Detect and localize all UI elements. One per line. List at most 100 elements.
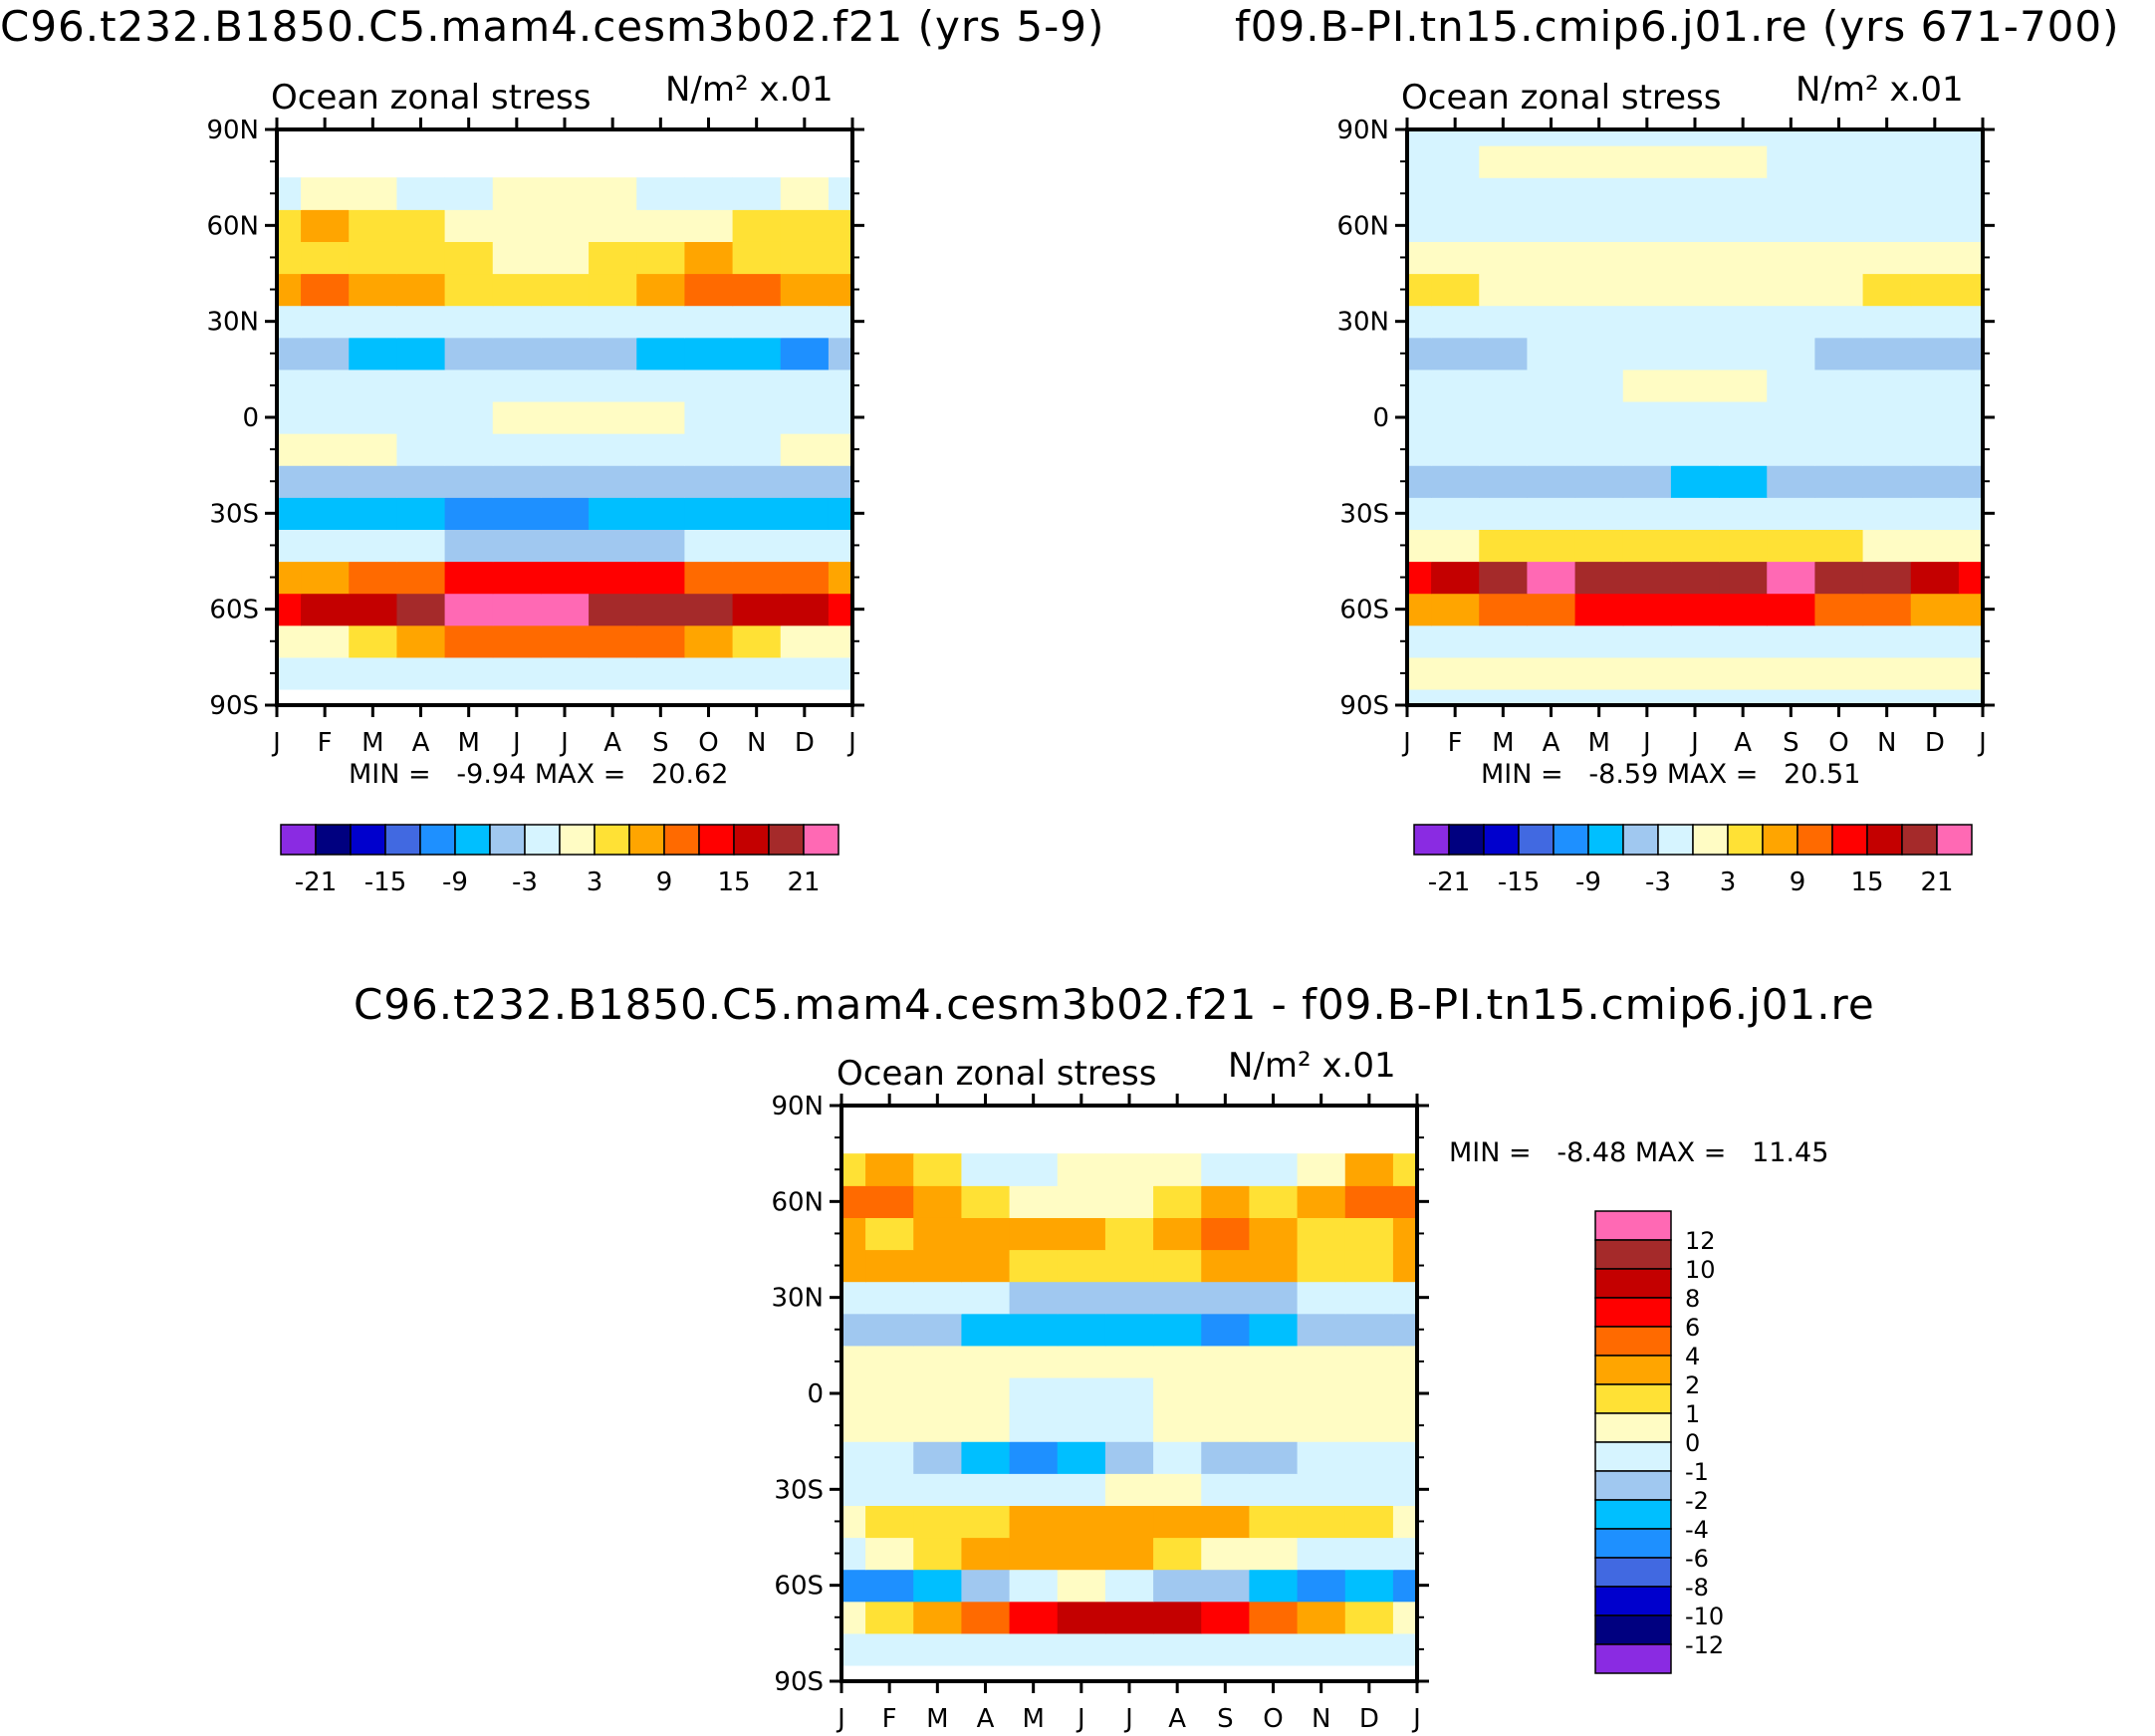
x-tick-label: M (1587, 728, 1609, 758)
heatmap-cell (492, 241, 542, 275)
heatmap-cell (1249, 1313, 1299, 1347)
heatmap-cell (1479, 624, 1529, 658)
heatmap-cell (396, 400, 446, 434)
heatmap-cell (1719, 688, 1768, 706)
heatmap-cell (301, 561, 350, 595)
heatmap-cell (865, 1376, 914, 1410)
heatmap-cell (277, 177, 302, 210)
heatmap-cell (1153, 1281, 1202, 1315)
x-tick-label: S (1783, 728, 1799, 758)
heatmap-cell (865, 1632, 914, 1666)
y-tick-label: 60N (771, 1187, 824, 1217)
heatmap-cell (1407, 273, 1432, 307)
heatmap-cell (1767, 129, 1816, 146)
heatmap-cell (732, 305, 782, 339)
heatmap-cell (1767, 497, 1816, 530)
heatmap-cell (589, 656, 637, 690)
heatmap-cell (1104, 1473, 1154, 1506)
heatmap-cell (1407, 593, 1432, 626)
heatmap-cell (841, 1185, 866, 1218)
heatmap-cell (684, 465, 734, 498)
heatmap-cell (1201, 1217, 1251, 1251)
heatmap-cell (841, 1537, 866, 1571)
heatmap-cell (841, 1345, 866, 1378)
heatmap-cell (1958, 593, 1984, 626)
heatmap-cell (1479, 433, 1529, 466)
heatmap-cell (1814, 465, 1864, 498)
heatmap-cell (1297, 1537, 1346, 1571)
colorbar-swatch (1518, 824, 1555, 856)
colorbar-label: -3 (512, 868, 538, 896)
heatmap-cell (684, 337, 734, 371)
heatmap-cell (1407, 177, 1432, 210)
heatmap-cell (1153, 1249, 1202, 1283)
heatmap-cell (277, 305, 302, 339)
heatmap-cell (277, 561, 302, 595)
heatmap-cell (1527, 145, 1576, 178)
heatmap-cell (913, 1569, 963, 1603)
heatmap-cell (1249, 1185, 1299, 1218)
heatmap-cell (1009, 1217, 1059, 1251)
x-tick-label: F (318, 728, 333, 758)
heatmap-cell (589, 400, 637, 434)
y-tick-label: 90S (209, 691, 259, 721)
heatmap-cell (1344, 1313, 1394, 1347)
heatmap-cell (865, 1409, 914, 1442)
heatmap-cell (913, 1409, 963, 1442)
heatmap-cell (1622, 529, 1672, 563)
heatmap-cell (1009, 1441, 1059, 1474)
colorbar-swatch (628, 824, 665, 856)
heatmap-cell (1527, 305, 1576, 339)
heatmap-cell (492, 433, 542, 466)
heatmap-cell (780, 400, 830, 434)
heatmap-cell (1104, 1537, 1154, 1571)
heatmap-cell (1719, 400, 1768, 434)
heatmap-cell (961, 1345, 1011, 1378)
heatmap-cell (1479, 369, 1529, 402)
heatmap-cell (684, 656, 734, 690)
heatmap-cell (1479, 241, 1529, 275)
heatmap-cell (1153, 1376, 1202, 1410)
heatmap-cell (841, 1441, 866, 1474)
heatmap-cell (1814, 273, 1864, 307)
heatmap-cell (1153, 1505, 1202, 1539)
heatmap-cell (1407, 624, 1432, 658)
heatmap-cell (961, 1281, 1011, 1315)
heatmap-cell (1153, 1313, 1202, 1347)
heatmap-cell (841, 1409, 866, 1442)
heatmap-cell (684, 497, 734, 530)
heatmap-cell (540, 241, 590, 275)
heatmap-cell (1431, 400, 1480, 434)
heatmap-cell (1814, 129, 1864, 146)
heatmap-cell (1009, 1249, 1059, 1283)
heatmap-cell (1862, 529, 1912, 563)
heatmap-cell (1392, 1345, 1418, 1378)
heatmap-cell (1670, 561, 1720, 595)
heatmap-cell (1297, 1249, 1346, 1283)
heatmap-cell (1297, 1473, 1346, 1506)
heatmap-cell (349, 624, 398, 658)
heatmap-cell (1767, 369, 1816, 402)
heatmap-cell (1297, 1441, 1346, 1474)
panel3-max-label: MAX = (1634, 1137, 1727, 1168)
x-tick-label: O (1828, 728, 1848, 758)
heatmap-cell (1719, 241, 1768, 275)
heatmap-cell (396, 497, 446, 530)
heatmap-cell (1057, 1217, 1106, 1251)
heatmap-cell (961, 1601, 1011, 1634)
panel3-title: Ocean zonal stress (837, 1054, 1157, 1094)
heatmap-cell (1479, 305, 1529, 339)
heatmap-cell (1862, 177, 1912, 210)
heatmap-cell (1344, 1376, 1394, 1410)
heatmap-cell (1431, 656, 1480, 690)
heatmap-cell (277, 465, 302, 498)
heatmap-cell (913, 1217, 963, 1251)
heatmap-cell (913, 1249, 963, 1283)
x-tick-label: J (1411, 1704, 1421, 1734)
heatmap-cell (444, 400, 494, 434)
heatmap-cell (1910, 688, 1960, 706)
heatmap-cell (1407, 369, 1432, 402)
heatmap-cell (636, 177, 686, 210)
heatmap-cell (1431, 433, 1480, 466)
heatmap-cell (732, 273, 782, 307)
